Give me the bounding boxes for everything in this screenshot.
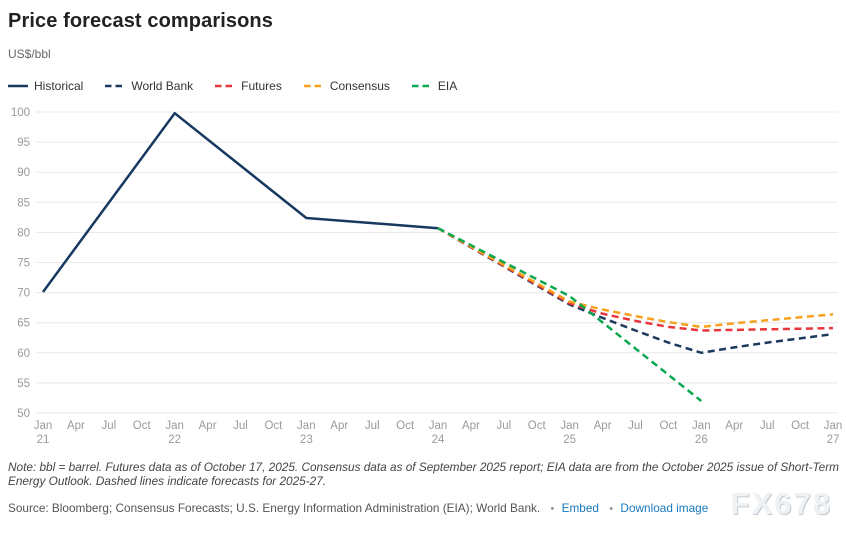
y-tick-label: 65	[17, 318, 30, 330]
legend-label: EIA	[437, 79, 458, 93]
x-tick-month: Jan	[34, 420, 53, 432]
x-tick-month: Apr	[462, 420, 480, 432]
x-tick-year: 21	[37, 434, 50, 446]
x-tick-month: Jul	[101, 420, 116, 432]
x-tick-year: 25	[563, 434, 576, 446]
x-tick-month: Jan	[692, 420, 711, 432]
y-tick-label: 60	[17, 348, 30, 360]
source-text: Source: Bloomberg; Consensus Forecasts; …	[8, 501, 541, 515]
x-tick-year: 23	[300, 434, 313, 446]
consensus-line-swatch	[303, 83, 324, 89]
legend-item-consensus: Consensus	[303, 79, 390, 93]
legend-item-futures: Futures	[215, 79, 282, 93]
bullet-separator: •	[550, 503, 555, 515]
legend-item-historical: Historical	[8, 79, 83, 93]
legend-label: Historical	[34, 79, 84, 93]
eia-line-swatch	[411, 83, 432, 89]
x-tick-month: Oct	[528, 420, 547, 432]
legend-item-eia: EIA	[411, 79, 458, 93]
legend-label: Consensus	[329, 79, 390, 93]
x-tick-month: Oct	[791, 420, 810, 432]
x-tick-month: Oct	[133, 420, 152, 432]
x-tick-month: Jul	[496, 420, 511, 432]
x-tick-month: Jan	[165, 420, 184, 432]
download-image-link[interactable]: Download image	[620, 501, 709, 515]
y-tick-label: 100	[11, 107, 30, 119]
x-tick-month: Oct	[396, 420, 415, 432]
x-tick-year: 27	[827, 434, 840, 446]
page-title: Price forecast comparisons	[8, 10, 273, 32]
series-line-futures	[437, 227, 834, 332]
x-tick-month: Oct	[659, 420, 678, 432]
y-tick-label: 80	[17, 227, 30, 239]
y-tick-label: 95	[17, 137, 30, 149]
y-tick-label: 90	[17, 167, 30, 179]
x-tick-year: 22	[168, 434, 181, 446]
y-tick-label: 70	[17, 288, 30, 300]
x-tick-month: Apr	[67, 420, 85, 432]
x-tick-month: Apr	[725, 420, 743, 432]
x-tick-month: Apr	[594, 420, 612, 432]
x-tick-month: Jul	[365, 420, 380, 432]
x-tick-year: 26	[695, 434, 708, 446]
x-tick-month: Apr	[330, 420, 348, 432]
x-tick-month: Jul	[233, 420, 248, 432]
y-tick-label: 75	[17, 258, 30, 270]
x-tick-month: Jan	[429, 420, 448, 432]
legend-label: Futures	[241, 79, 282, 93]
x-tick-month: Jan	[824, 420, 843, 432]
legend-label: World Bank	[131, 79, 194, 93]
y-tick-label: 55	[17, 378, 30, 390]
embed-link[interactable]: Embed	[561, 501, 599, 515]
legend: Historical World Bank Futures Consensus …	[8, 79, 457, 93]
series-line-historical	[41, 111, 439, 293]
x-tick-month: Oct	[264, 420, 283, 432]
axis-unit-label: US$/bbl	[8, 47, 51, 61]
source-row: Source: Bloomberg; Consensus Forecasts; …	[8, 501, 708, 515]
y-tick-label: 85	[17, 197, 30, 209]
historical-line-swatch	[8, 83, 28, 89]
series-line-world-bank	[437, 227, 834, 355]
fx678-watermark: FX678	[730, 486, 832, 521]
series-line-eia	[437, 227, 703, 402]
x-tick-month: Jul	[760, 420, 775, 432]
x-tick-month: Apr	[199, 420, 217, 432]
line-chart: 50 55 60 65 70 75 80 85 90 95 100 Jan 21 Apr Jul Oct Jan…	[0, 100, 846, 450]
x-tick-month: Jan	[297, 420, 316, 432]
world-bank-line-swatch	[105, 83, 126, 89]
series-line-consensus	[437, 227, 834, 329]
futures-line-swatch	[215, 83, 236, 89]
y-tick-label: 50	[17, 408, 30, 420]
x-tick-year: 24	[432, 434, 445, 446]
legend-item-world-bank: World Bank	[105, 79, 193, 93]
bullet-separator: •	[609, 503, 614, 515]
x-tick-month: Jan	[560, 420, 579, 432]
x-tick-month: Jul	[628, 420, 643, 432]
chart-footnote: Note: bbl = barrel. Futures data as of O…	[8, 460, 839, 489]
chart-canvas: 50 55 60 65 70 75 80 85 90 95 100 Jan 21 Apr Jul Oct Jan…	[11, 107, 843, 446]
